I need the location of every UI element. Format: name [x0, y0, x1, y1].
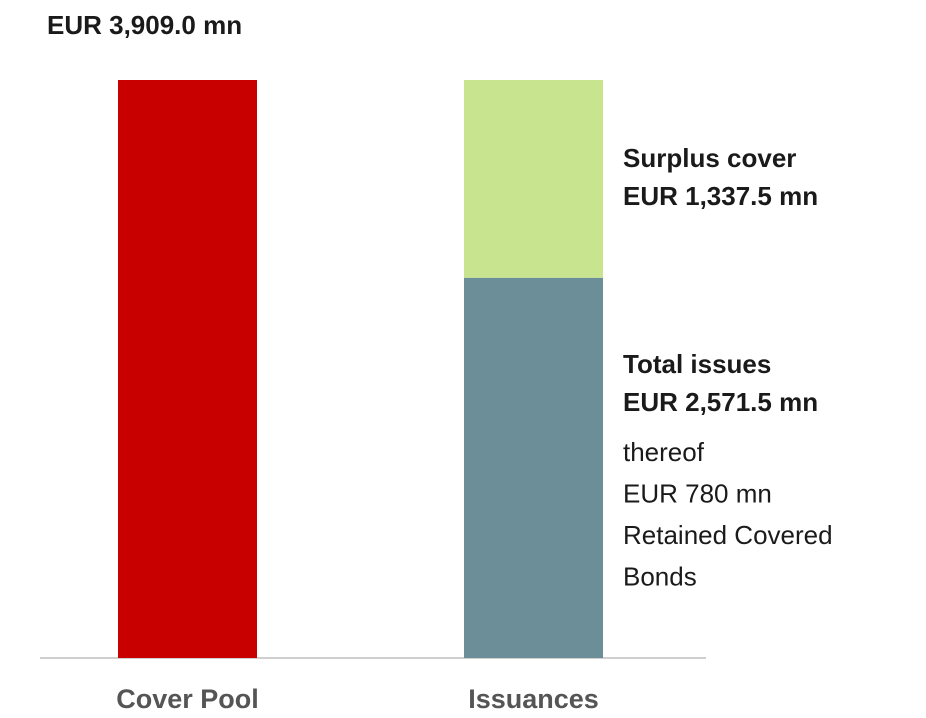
series-name: Surplus cover — [623, 143, 796, 173]
series-name: Total issues — [623, 349, 771, 379]
x-tick-label: Issuances — [468, 684, 599, 714]
x-tick-label: Cover Pool — [116, 684, 259, 714]
value-label: EUR 2,571.5 mn — [623, 387, 818, 417]
note-line: Retained Covered — [623, 520, 833, 550]
value-label: EUR 3,909.0 mn — [47, 10, 242, 40]
note-line: EUR 780 mn — [623, 478, 772, 508]
value-label: EUR 1,337.5 mn — [623, 181, 818, 211]
note-line: thereof — [623, 437, 705, 467]
bar-segment — [118, 80, 257, 658]
bar-segment — [464, 80, 603, 278]
note-line: Bonds — [623, 561, 697, 591]
bar-segment — [464, 277, 603, 658]
